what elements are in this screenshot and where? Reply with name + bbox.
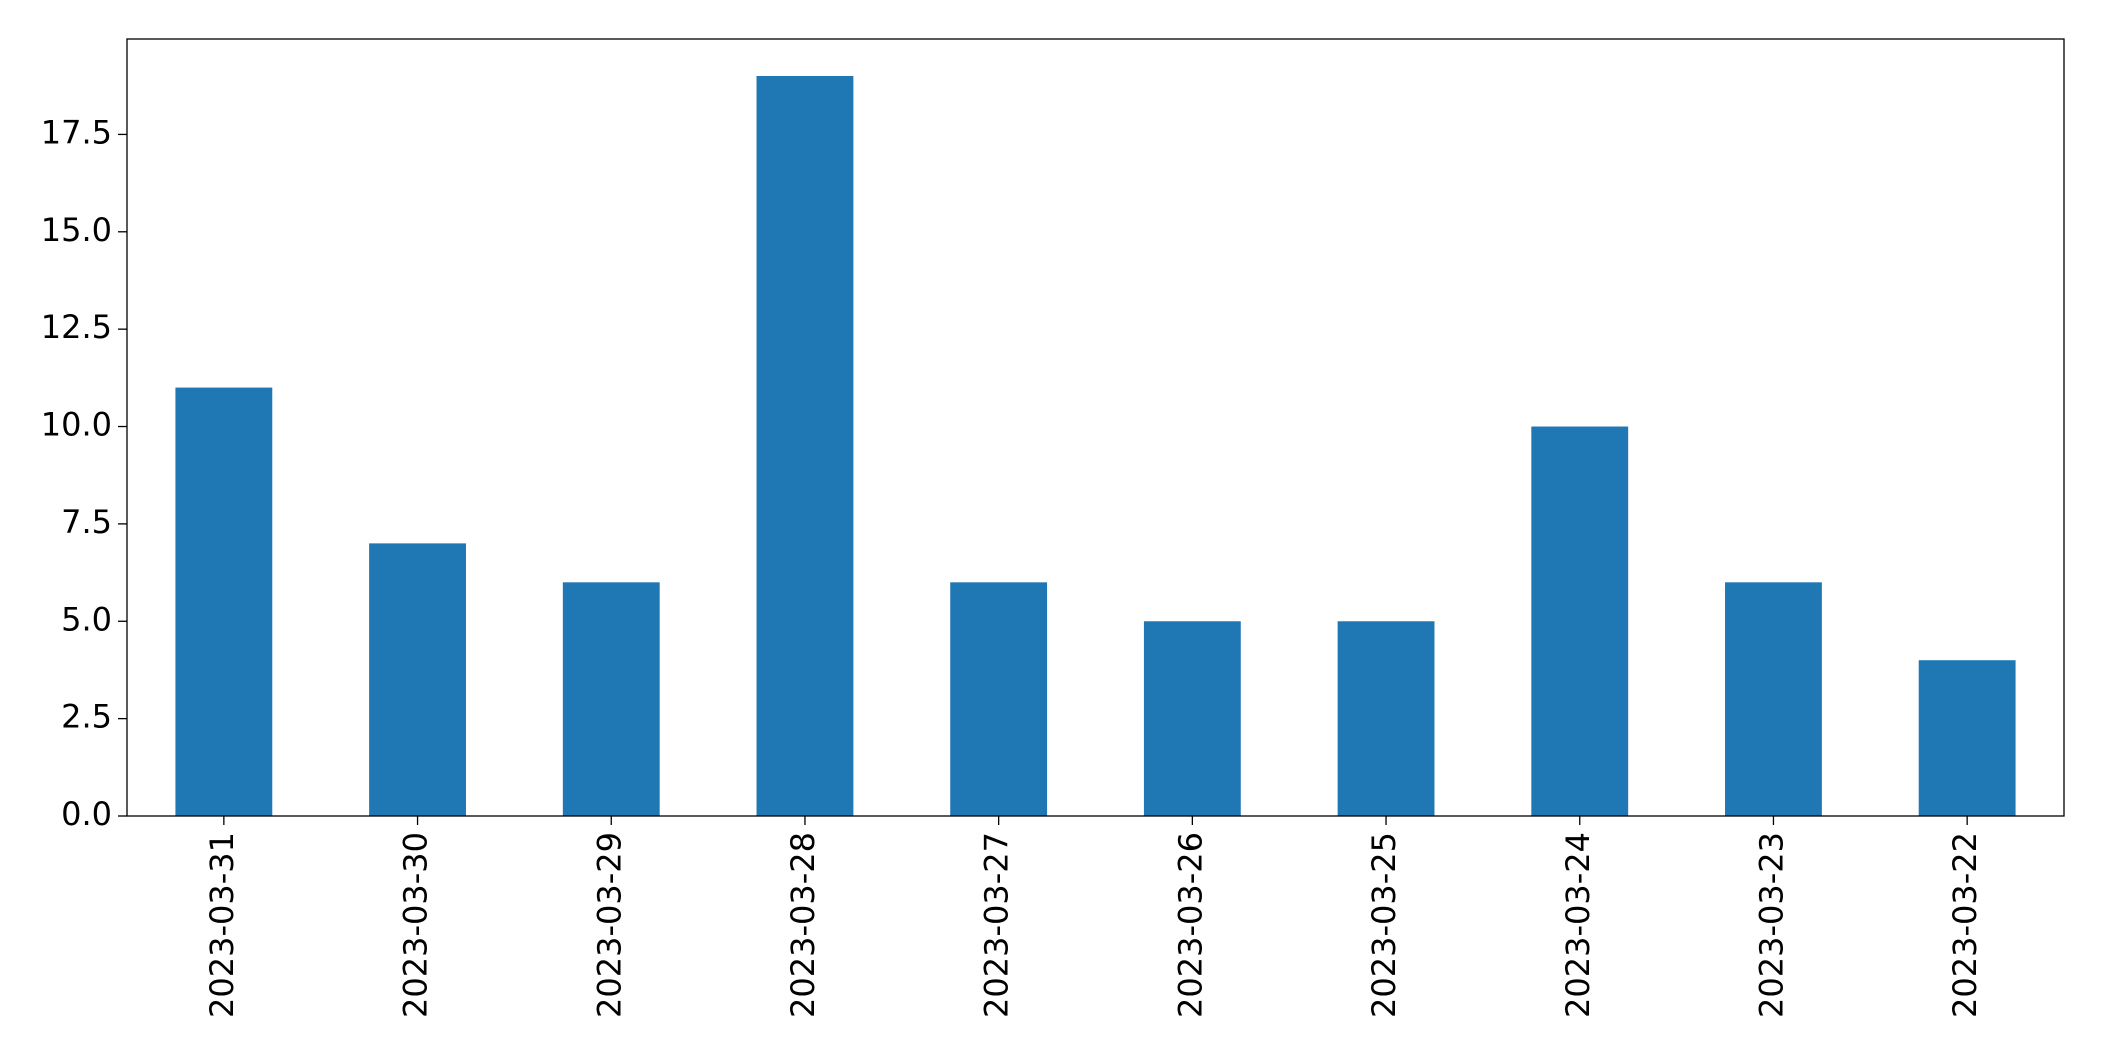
y-tick-label: 15.0 bbox=[41, 211, 112, 249]
y-tick-label: 0.0 bbox=[61, 795, 112, 833]
plot-frame bbox=[126, 38, 2065, 817]
y-tick-label: 2.5 bbox=[61, 698, 112, 736]
x-tick-label: 2023-03-26 bbox=[1171, 832, 1209, 1018]
y-tick-label: 7.5 bbox=[61, 503, 112, 541]
bar bbox=[1725, 582, 1822, 816]
bar bbox=[1143, 621, 1241, 816]
x-tick-label: 2023-03-28 bbox=[784, 832, 822, 1018]
bar bbox=[1918, 660, 2016, 816]
x-tick-label: 2023-03-24 bbox=[1559, 832, 1597, 1018]
bar bbox=[756, 76, 854, 816]
bar bbox=[950, 582, 1048, 816]
bar bbox=[1337, 621, 1435, 816]
bar bbox=[562, 582, 660, 816]
x-tick-label: 2023-03-22 bbox=[1946, 832, 1984, 1018]
x-tick-label: 2023-03-23 bbox=[1752, 832, 1790, 1018]
y-tick-label: 10.0 bbox=[41, 406, 112, 444]
x-tick-label: 2023-03-29 bbox=[590, 832, 628, 1018]
bar bbox=[175, 387, 273, 816]
bar bbox=[369, 543, 466, 816]
x-tick-label: 2023-03-30 bbox=[397, 832, 435, 1018]
x-tick-label: 2023-03-25 bbox=[1365, 832, 1403, 1018]
bar bbox=[1531, 426, 1629, 816]
x-tick-label: 2023-03-27 bbox=[978, 832, 1016, 1018]
y-tick-label: 17.5 bbox=[41, 113, 112, 151]
y-tick-label: 12.5 bbox=[41, 308, 112, 346]
x-tick-label: 2023-03-31 bbox=[203, 832, 241, 1018]
y-tick-label: 5.0 bbox=[61, 600, 112, 638]
